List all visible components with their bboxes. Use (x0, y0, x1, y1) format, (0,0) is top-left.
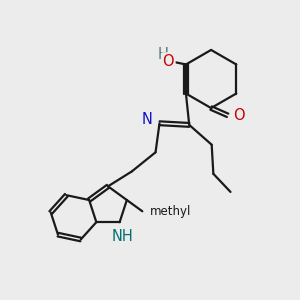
Text: O: O (234, 108, 245, 123)
Text: O: O (163, 54, 174, 69)
Text: methyl: methyl (150, 205, 191, 218)
Text: NH: NH (112, 230, 134, 244)
Text: N: N (142, 112, 153, 127)
Text: H: H (158, 47, 168, 62)
